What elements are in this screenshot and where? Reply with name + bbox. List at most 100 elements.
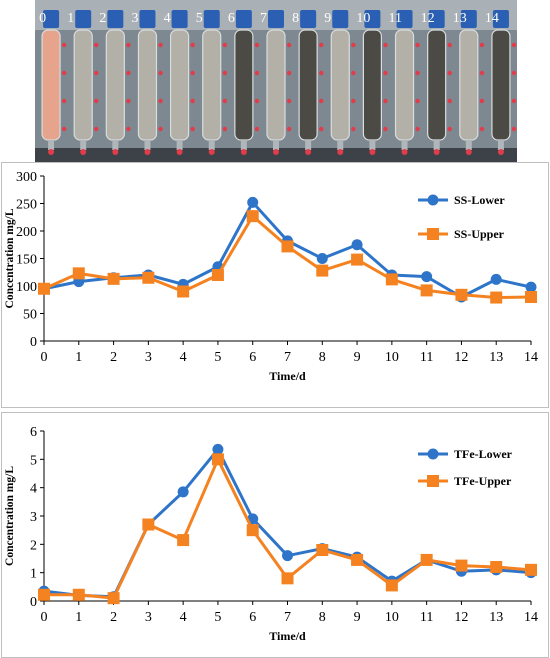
sampling-port: [319, 126, 324, 132]
reactor-column: [394, 29, 415, 141]
reactor-column: [298, 29, 318, 141]
reactor-columns-image: 0 1 2 3 4 5 6 7 8 9 10 11 12 13 14: [35, 0, 517, 162]
sampling-port: [61, 98, 67, 104]
x-tick-label: 6: [249, 610, 256, 625]
column-outlet: [112, 140, 119, 150]
outlet-valve: [369, 149, 376, 155]
sampling-port: [351, 70, 356, 76]
outlet-valve: [144, 149, 151, 155]
column-cap: [428, 10, 445, 28]
sampling-port: [415, 126, 420, 132]
data-point-2: [246, 524, 259, 537]
sampling-port: [511, 42, 517, 48]
column-label: 14: [485, 11, 499, 26]
data-point-1: [282, 550, 293, 562]
outlet-valve: [337, 149, 344, 155]
tfe-chart-panel: 0 1 2 3 4 5 6 0 1 2 3 4 5 6 7 8 9 10 11 12 13 14 Time/d Concent…: [1, 412, 549, 658]
column-outlet: [433, 140, 440, 150]
legend-label-2: SS-Upper: [454, 227, 505, 241]
x-tick-label: 7: [284, 350, 291, 365]
data-point-2: [142, 518, 155, 531]
data-point-1: [316, 253, 328, 264]
y-tick-label: 300: [16, 170, 37, 185]
x-tick-label: 12: [454, 610, 468, 625]
data-point-2: [351, 253, 364, 266]
y-tick-label: 50: [23, 308, 37, 323]
x-tick-label: 9: [354, 350, 361, 365]
sampling-port: [286, 98, 292, 104]
sampling-port: [61, 42, 67, 48]
data-point-2: [385, 273, 398, 286]
column-cap: [75, 10, 92, 28]
sampling-port: [383, 98, 388, 104]
outlet-valve: [48, 149, 55, 155]
sampling-port: [158, 98, 163, 104]
x-tick-label: 13: [489, 350, 503, 365]
column-cap: [332, 10, 349, 28]
column-outlet: [337, 140, 344, 150]
legend-marker-1: [427, 194, 439, 206]
column-label: 10: [356, 11, 370, 26]
x-tick-label: 10: [385, 610, 399, 625]
data-point-2: [211, 269, 224, 281]
sampling-port: [158, 126, 163, 132]
data-point-2: [38, 282, 50, 295]
x-tick-label: 8: [319, 610, 326, 625]
column-outlet: [369, 140, 376, 150]
reactor-column: [266, 29, 286, 141]
x-axis-title: Time/d: [269, 369, 306, 383]
legend-label-1: TFe-Lower: [454, 447, 513, 461]
data-point-2: [177, 285, 190, 298]
x-tick-label: 3: [145, 350, 152, 365]
sampling-port: [447, 42, 452, 48]
sampling-port: [254, 98, 260, 104]
x-tick-label: 14: [524, 350, 538, 365]
column-cap: [43, 10, 60, 28]
data-point-2: [525, 291, 537, 303]
x-tick-label: 0: [41, 610, 48, 625]
column-label: 13: [453, 11, 467, 26]
column-cap: [396, 10, 413, 28]
y-tick-label: 0: [30, 335, 37, 350]
sampling-port: [479, 42, 485, 48]
column-cap: [171, 10, 188, 28]
sampling-port: [94, 70, 99, 76]
y-tick-label: 150: [16, 253, 37, 268]
y-tick-label: 2: [30, 538, 37, 553]
sampling-port: [126, 126, 131, 132]
sampling-port: [254, 70, 260, 76]
reactor-column: [362, 29, 382, 141]
legend-marker-2: [427, 475, 439, 487]
column-cap: [139, 10, 156, 28]
data-point-2: [72, 267, 85, 280]
column-cap: [300, 10, 317, 28]
data-point-2: [38, 588, 50, 601]
sampling-port: [190, 70, 195, 76]
sampling-port: [94, 98, 99, 104]
data-point-2: [107, 272, 120, 285]
data-point-2: [211, 453, 224, 466]
outlet-valve: [240, 149, 247, 155]
outlet-valve: [305, 149, 312, 155]
x-tick-label: 1: [75, 350, 82, 365]
column-label: 5: [196, 11, 203, 26]
sampling-port: [447, 70, 452, 76]
column-label: 0: [39, 11, 46, 26]
outlet-valve: [465, 149, 472, 155]
x-tick-label: 7: [284, 610, 291, 625]
legend-marker-2: [427, 228, 439, 240]
sampling-port: [158, 42, 163, 48]
outlet-valve: [497, 149, 504, 155]
x-tick-label: 1: [75, 610, 82, 625]
reactor-column: [41, 29, 61, 141]
sampling-port: [383, 70, 388, 76]
column-label: 12: [421, 11, 435, 26]
reactor-column: [170, 29, 190, 141]
reactor-column: [137, 29, 158, 141]
reactor-column: [234, 29, 254, 141]
y-tick-label: 0: [30, 595, 37, 610]
data-point-2: [490, 561, 503, 573]
x-tick-label: 11: [420, 610, 433, 625]
